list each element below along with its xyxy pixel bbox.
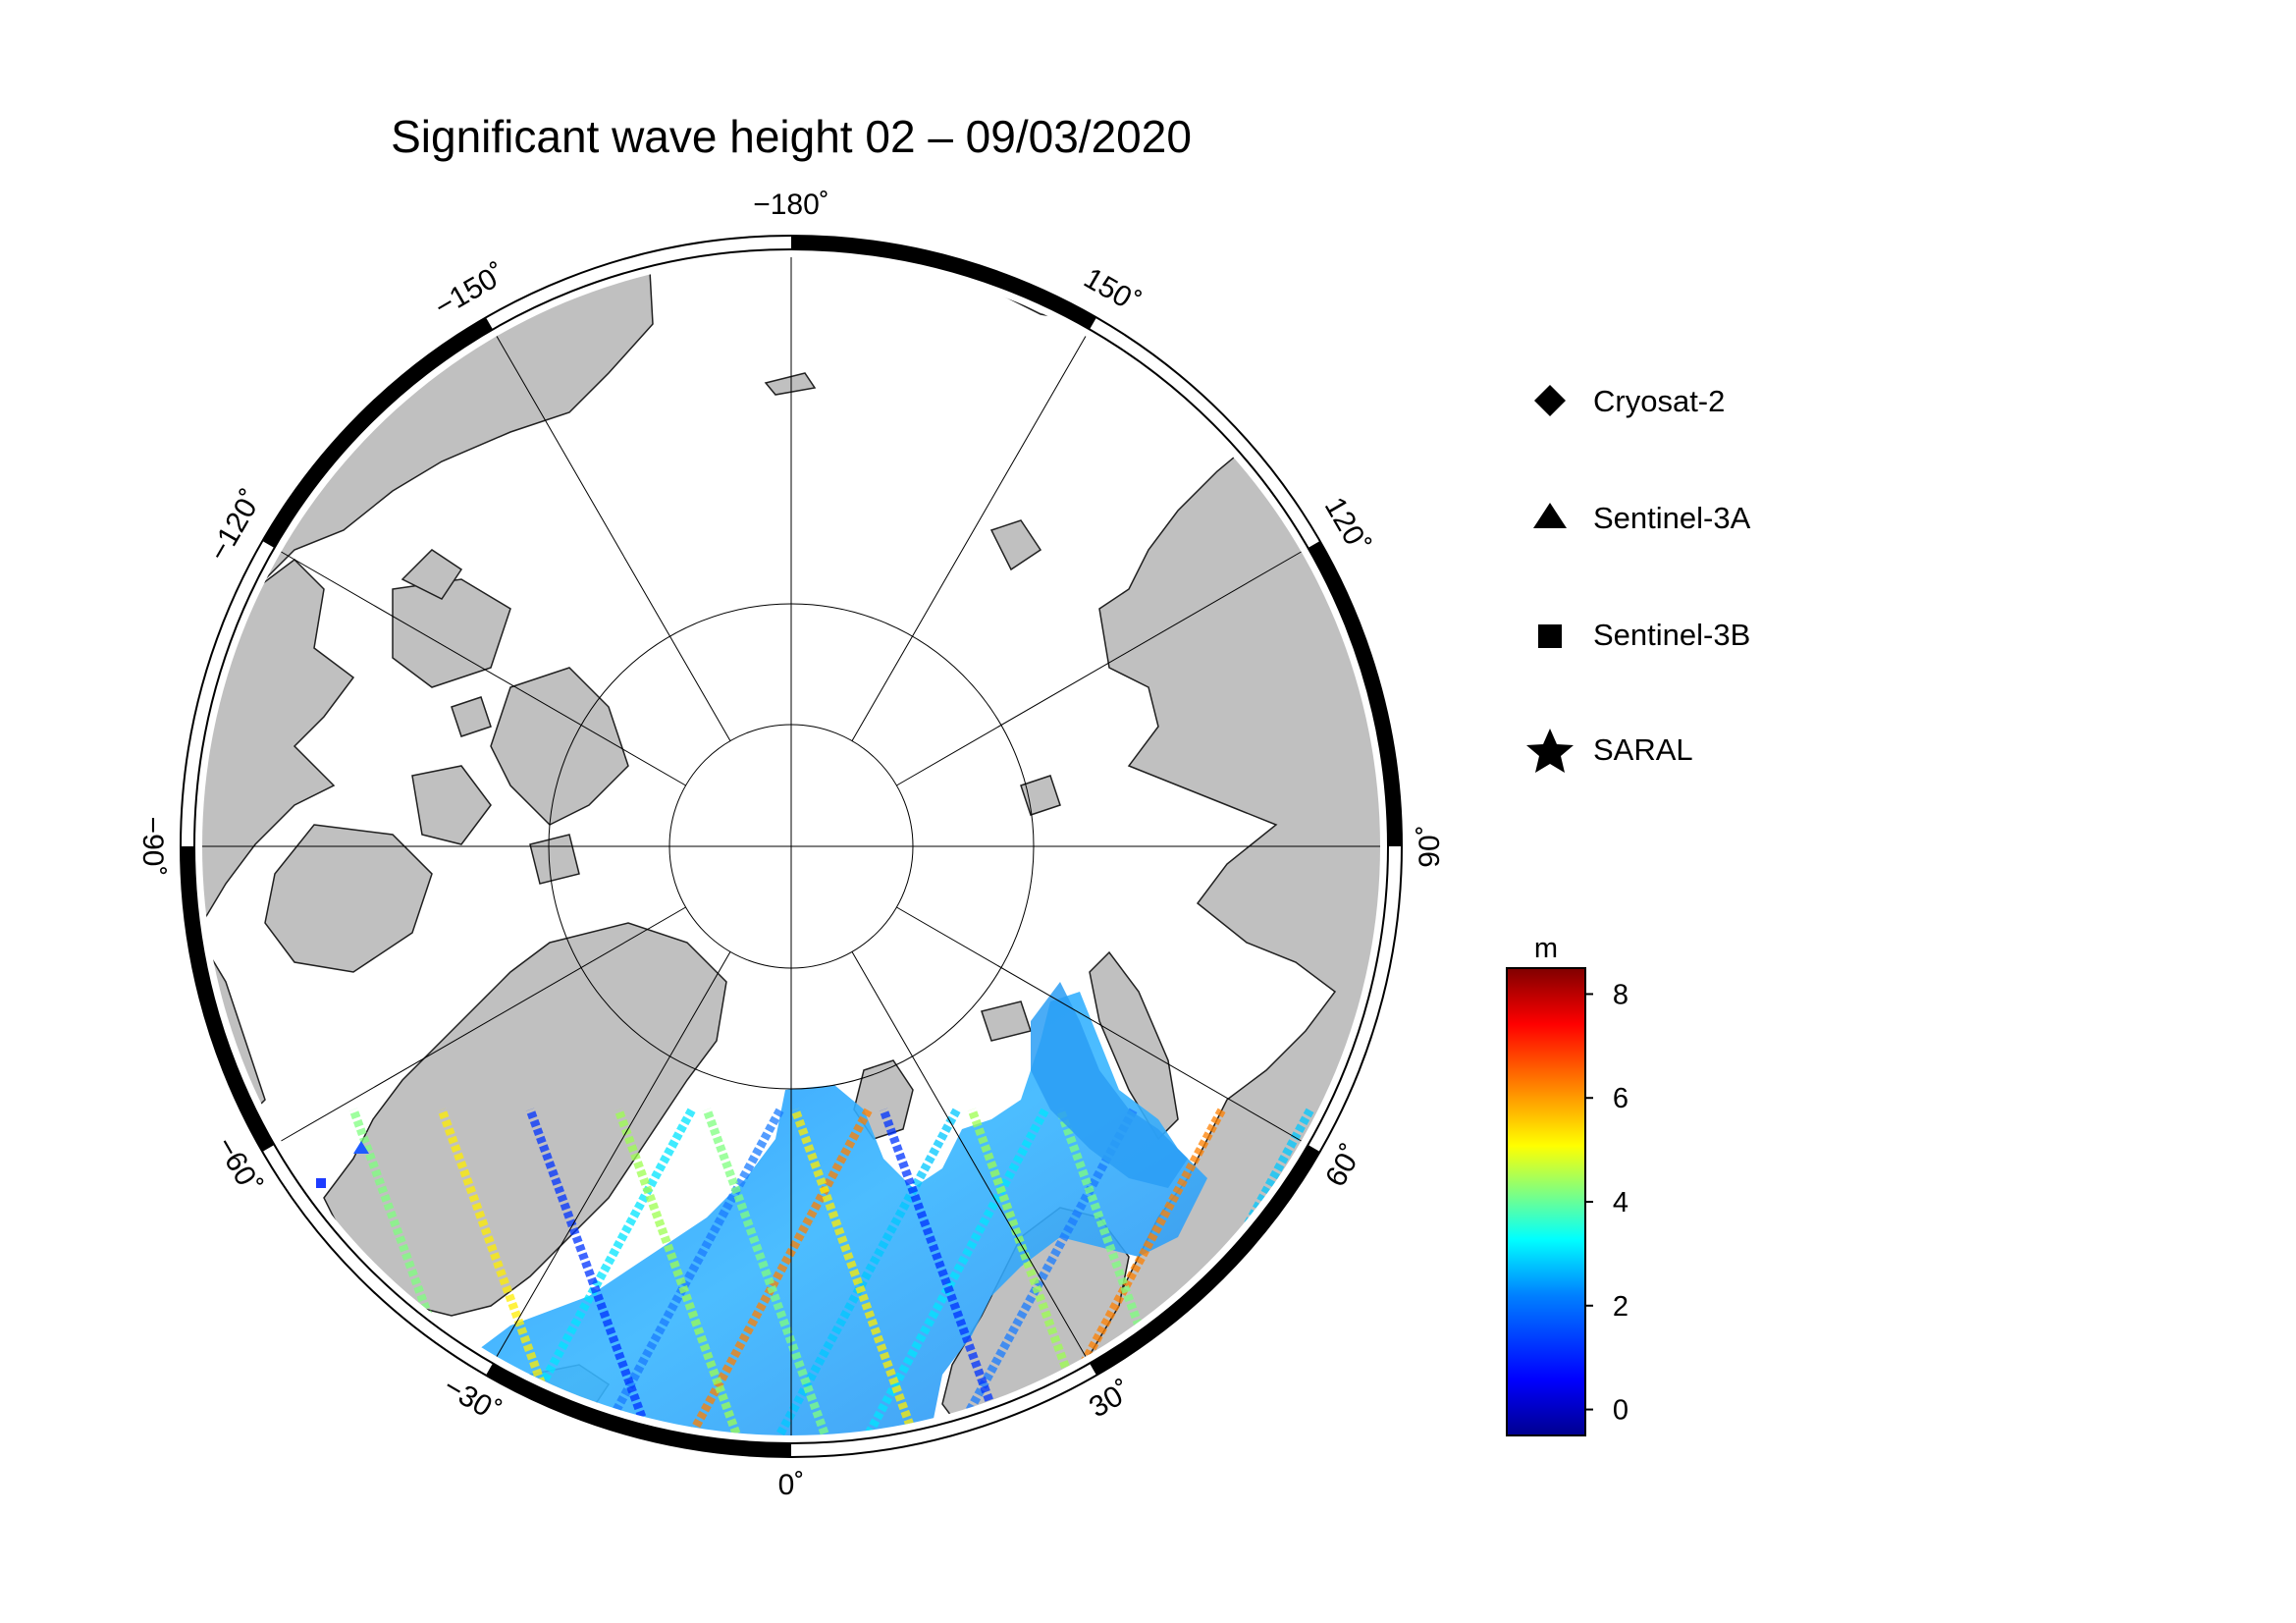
longitude-label: 60˚ [1319,1139,1368,1192]
track-line [879,1108,1006,1435]
satellite-legend: Cryosat-2 Sentinel-3A Sentinel-3B SARAL [1526,384,1751,773]
diamond-icon [1534,385,1566,416]
land-archipelago-small1 [451,696,492,737]
square-icon [1538,624,1562,648]
land-wrangel [764,372,817,396]
colorbar-unit: m [1534,933,1558,964]
track-line [614,1108,741,1435]
legend-label: Sentinel-3A [1593,501,1751,535]
meridian-line [851,336,1087,741]
meridian-line [851,951,1087,1357]
frame-segment [1308,541,1402,846]
land-novaya-zemlya [1089,950,1179,1141]
meridian-line [896,551,1302,786]
legend-item-sentinel-3b: Sentinel-3B [1538,618,1750,652]
meridian-line [496,336,731,741]
longitude-label: 120˚ [1318,492,1376,560]
chart-title: Significant wave height 02 – 09/03/2020 [391,111,1192,162]
colorbar-tick-label: 0 [1613,1395,1629,1427]
colorbar-tick-label: 4 [1613,1187,1629,1218]
triangle-icon [1533,503,1567,528]
land-severnaya-zemlya [1020,775,1061,816]
meridian-line [496,951,731,1357]
land-archipelago-mid [411,765,492,845]
track-line [790,1108,918,1435]
legend-label: SARAL [1593,732,1693,767]
colorbar: m 0 2 4 6 8 [1506,933,1629,1436]
colorbar-tick-label: 2 [1613,1291,1629,1323]
colorbar-tick-label: 8 [1613,979,1629,1010]
meridian-line [281,551,686,786]
longitude-label: 0˚ [778,1469,805,1501]
land-baffin [264,824,433,973]
star-icon [1526,729,1574,773]
colorbar-tick-label: 6 [1613,1083,1629,1114]
legend-item-cryosat: Cryosat-2 [1534,384,1725,418]
polar-map: −180˚−150˚−120˚−90˚−60˚−30˚0˚30˚60˚90˚12… [136,189,1446,1501]
longitude-label: 150˚ [1079,262,1147,320]
longitude-label: 30˚ [1084,1375,1137,1424]
frame-segment [262,317,493,548]
tracks-barents [1031,982,1188,1188]
map-inner-frame [193,248,1389,1444]
colorbar-ticks: 0 2 4 6 8 [1585,979,1629,1427]
frame-segment [791,236,1096,330]
track-marker-greenland [353,1141,369,1154]
meridian-line [281,906,686,1142]
wave-height-tracks [316,982,1380,1435]
legend-item-sentinel-3a: Sentinel-3A [1533,501,1751,535]
legend-item-saral: SARAL [1526,729,1693,773]
land-nsi [989,519,1042,571]
frame-segment [181,846,275,1152]
graticule [202,257,1380,1435]
frame-segment [1090,1145,1320,1376]
land-ellesmere [490,667,629,826]
track-line [525,1108,653,1435]
land-archipelago-small2 [529,834,580,885]
longitude-label: 90˚ [1414,825,1446,867]
land-greenland [323,922,727,1317]
colorbar-ramp [1506,967,1586,1436]
track-marker-west [316,1178,326,1188]
meridian-line [896,906,1302,1142]
legend-label: Cryosat-2 [1593,384,1725,418]
frame-segment [486,1363,791,1457]
land-victoria-island [392,578,511,688]
frame-segments [181,236,1402,1457]
longitude-label: −90˚ [136,817,169,877]
longitude-label: −180˚ [753,189,829,221]
land-banks-island [400,549,463,600]
track-line [702,1108,829,1435]
legend-label: Sentinel-3B [1593,618,1750,652]
